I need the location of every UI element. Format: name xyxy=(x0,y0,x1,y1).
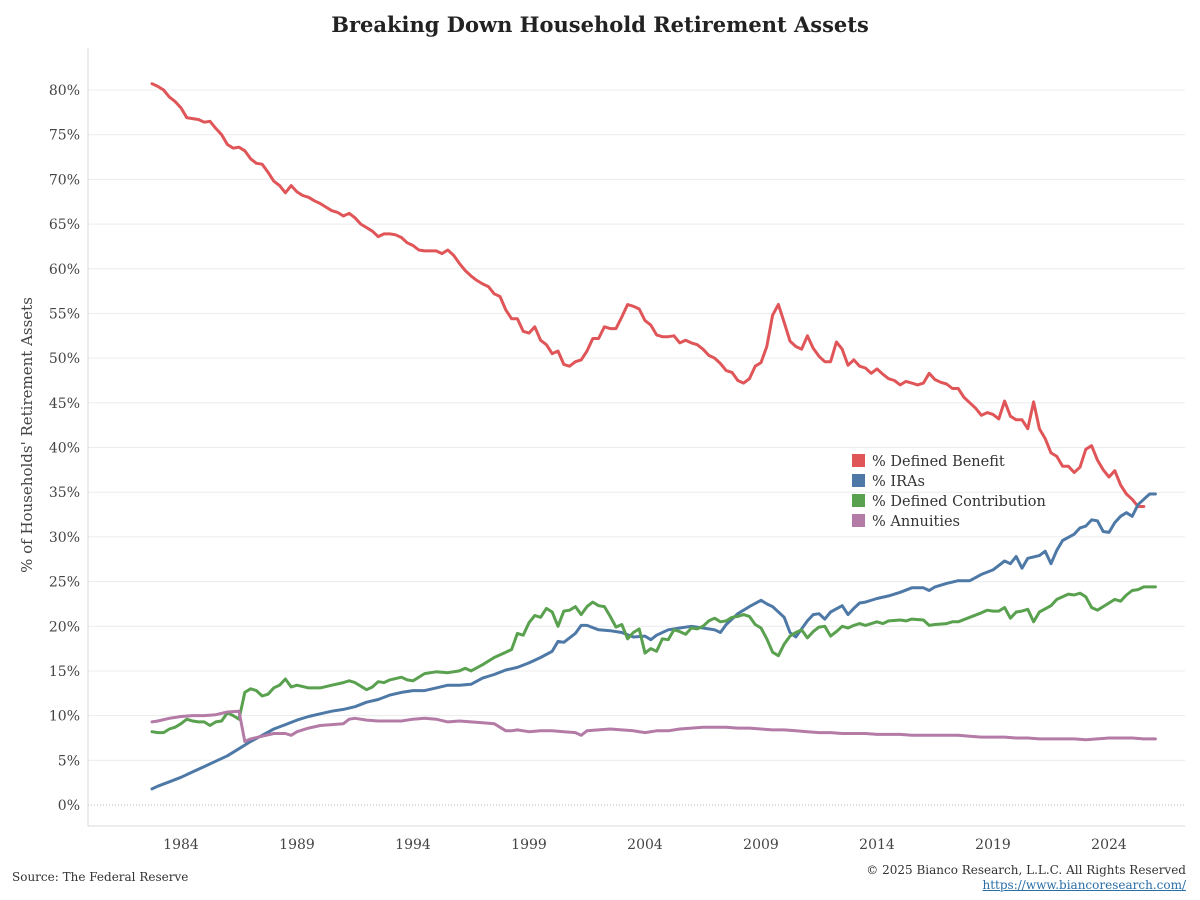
y-tick-label: 20% xyxy=(49,619,80,635)
y-tick-label: 40% xyxy=(49,441,80,457)
legend-swatch xyxy=(852,454,865,467)
y-tick-label: 0% xyxy=(58,798,80,814)
y-tick-label: 5% xyxy=(58,753,80,769)
legend-label: % Defined Benefit xyxy=(872,454,1005,470)
y-tick-label: 75% xyxy=(49,128,80,144)
series-line-iras xyxy=(150,492,1157,791)
x-tick-label: 2024 xyxy=(1091,837,1127,853)
y-tick-label: 50% xyxy=(49,351,80,367)
legend-swatch xyxy=(852,474,865,487)
y-tick-label: 25% xyxy=(49,575,80,591)
x-tick-label: 1994 xyxy=(395,837,431,853)
copyright-text: © 2025 Bianco Research, L.L.C. All Right… xyxy=(866,863,1186,877)
x-tick-label: 2004 xyxy=(627,837,663,853)
source-note: Source: The Federal Reserve xyxy=(12,870,189,884)
y-tick-label: 80% xyxy=(49,83,80,99)
legend-swatch xyxy=(852,494,865,507)
y-tick-label: 60% xyxy=(49,262,80,278)
legend-label: % Defined Contribution xyxy=(872,494,1046,510)
y-tick-label: 70% xyxy=(49,172,80,188)
y-tick-label: 45% xyxy=(49,396,80,412)
legend-label: % Annuities xyxy=(872,514,960,530)
chart-title: Breaking Down Household Retirement Asset… xyxy=(331,12,869,37)
copyright-block: © 2025 Bianco Research, L.L.C. All Right… xyxy=(866,863,1186,893)
gridlines xyxy=(88,89,1185,806)
y-tick-label: 65% xyxy=(49,217,80,233)
series-line-defined-contribution xyxy=(150,585,1157,735)
x-tick-label: 1999 xyxy=(511,837,547,853)
y-tick-label: 35% xyxy=(49,485,80,501)
series-lines xyxy=(150,82,1157,791)
x-tick-label: 2009 xyxy=(743,837,779,853)
y-tick-label: 15% xyxy=(49,664,80,680)
y-tick-label: 10% xyxy=(49,709,80,725)
x-tick-label: 2019 xyxy=(975,837,1011,853)
y-tick-label: 30% xyxy=(49,530,80,546)
x-tick-label: 1984 xyxy=(163,837,199,853)
series-line-annuities xyxy=(150,709,1157,743)
series-line-defined-benefit xyxy=(150,82,1146,508)
legend-label: % IRAs xyxy=(872,474,925,490)
legend-swatch xyxy=(852,514,865,527)
axes: 0% 5% 10% 15% 20% 25% 30% 35% 40% 45% 50% 55% 60% 65%… xyxy=(49,48,1185,853)
legend: % Defined Benefit % IRAs % Defined Contrib… xyxy=(852,454,1046,530)
source-url-link[interactable]: https://www.biancoresearch.com/ xyxy=(982,878,1186,892)
y-tick-label: 55% xyxy=(49,306,80,322)
x-tick-label: 2014 xyxy=(859,837,895,853)
x-tick-label: 1989 xyxy=(279,837,315,853)
